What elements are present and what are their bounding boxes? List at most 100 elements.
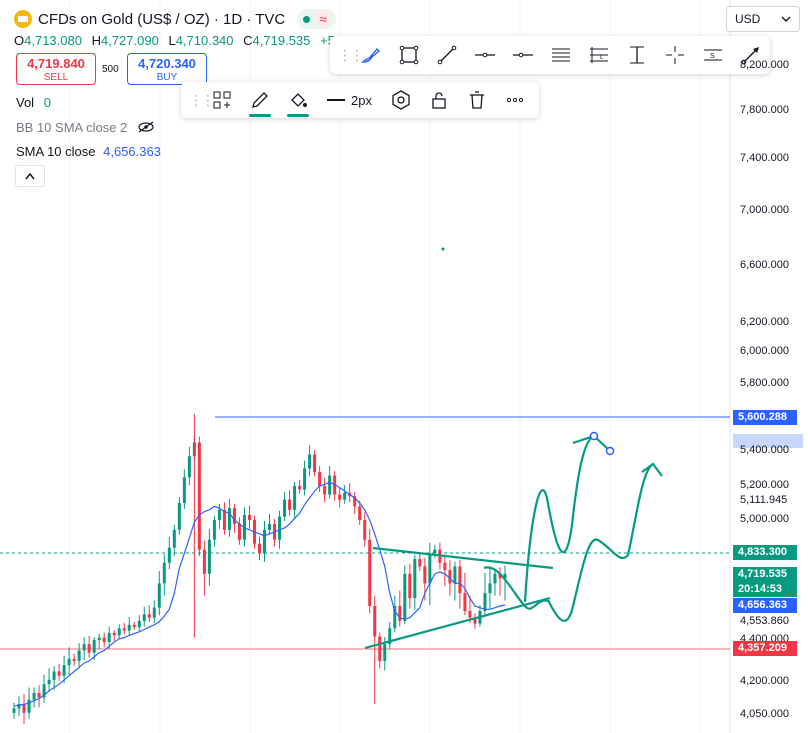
candle[interactable] [408, 573, 412, 599]
candle[interactable] [122, 628, 126, 631]
candle[interactable] [328, 475, 332, 495]
grip-icon[interactable]: ⋮⋮ [338, 47, 364, 63]
candle[interactable] [423, 566, 427, 584]
candle[interactable] [263, 529, 267, 554]
candle[interactable] [32, 693, 36, 700]
candle[interactable] [117, 628, 121, 636]
candle[interactable] [398, 606, 402, 621]
candle[interactable] [57, 671, 61, 676]
legend-bollinger[interactable]: BB 10 SMA close 2 [16, 120, 155, 135]
candle[interactable] [318, 472, 322, 486]
candle[interactable] [363, 520, 367, 540]
candle[interactable] [37, 693, 41, 698]
symbol-header[interactable]: CFDs on Gold (US$ / OZ) · 1D · TVC ≈ [14, 9, 336, 29]
candle[interactable] [388, 628, 392, 645]
candle[interactable] [162, 562, 166, 584]
candle[interactable] [413, 559, 417, 599]
candle[interactable] [283, 499, 287, 517]
trend-line-icon[interactable] [436, 44, 458, 66]
candle[interactable] [483, 593, 487, 611]
projection-path-alt-tip[interactable] [641, 463, 654, 473]
candle[interactable] [428, 553, 432, 584]
candle[interactable] [127, 624, 131, 631]
candle[interactable] [383, 644, 387, 661]
candle[interactable] [373, 606, 377, 637]
candle[interactable] [22, 704, 26, 713]
collapse-legend-button[interactable] [15, 165, 45, 187]
candle[interactable] [313, 454, 317, 473]
brush-icon[interactable] [360, 44, 382, 66]
candle[interactable] [142, 614, 146, 621]
candle[interactable] [333, 475, 337, 495]
projection-path-bull[interactable] [523, 434, 611, 603]
candle[interactable] [448, 570, 452, 584]
candle[interactable] [227, 508, 231, 530]
candle[interactable] [202, 549, 206, 574]
candle[interactable] [403, 573, 407, 621]
candle[interactable] [27, 699, 31, 713]
legend-volume[interactable]: Vol 0 [16, 95, 51, 110]
candle[interactable] [97, 637, 101, 640]
horizontal-line-icon[interactable] [474, 44, 496, 66]
candle[interactable] [147, 614, 151, 618]
candle[interactable] [468, 611, 472, 618]
candle[interactable] [473, 617, 477, 624]
legend-sma[interactable]: SMA 10 close 4,656.363 [16, 144, 161, 159]
price-tag-up[interactable]: 4,719.535 [733, 567, 797, 582]
candle[interactable] [172, 529, 176, 548]
grip-icon[interactable]: ⋮⋮ [189, 92, 215, 108]
candle[interactable] [418, 559, 422, 567]
candle[interactable] [67, 658, 71, 666]
candle[interactable] [177, 503, 181, 530]
projection-path-alt[interactable] [547, 462, 663, 622]
candle[interactable] [222, 509, 226, 530]
eye-hidden-icon[interactable] [137, 121, 155, 133]
candle[interactable] [87, 644, 91, 653]
candle[interactable] [443, 562, 447, 571]
projection-path-short[interactable] [483, 566, 549, 610]
candle[interactable] [157, 583, 161, 608]
candle[interactable] [453, 566, 457, 584]
candle[interactable] [92, 640, 96, 653]
candle[interactable] [258, 543, 261, 554]
triangle-lower-line[interactable] [364, 596, 551, 650]
candle[interactable] [498, 573, 502, 579]
trash-icon[interactable] [466, 89, 488, 111]
currency-select[interactable]: USD [726, 6, 800, 32]
candle[interactable] [212, 520, 216, 540]
candle[interactable] [217, 509, 221, 520]
candle[interactable] [182, 477, 186, 504]
line-width-label[interactable]: 2px [351, 92, 372, 108]
buy-button[interactable]: 4,720.340 BUY [127, 53, 207, 85]
candle[interactable] [303, 468, 307, 490]
candle[interactable] [72, 658, 76, 661]
rectangle-icon[interactable] [398, 44, 420, 66]
candle[interactable] [62, 665, 66, 676]
sma-line[interactable] [13, 481, 506, 707]
market-status-badge[interactable]: ≈ [297, 9, 336, 29]
horizontal-ray-icon[interactable] [512, 44, 534, 66]
candle[interactable] [393, 606, 397, 629]
price-tag-countdown[interactable]: 20:14:53 [733, 582, 797, 597]
candle[interactable] [17, 704, 21, 709]
candle[interactable] [358, 506, 362, 520]
candle[interactable] [102, 637, 106, 643]
candle[interactable] [353, 496, 357, 507]
candle[interactable] [42, 684, 46, 698]
candle[interactable] [187, 456, 191, 478]
candle[interactable] [278, 516, 282, 540]
candle[interactable] [298, 486, 302, 490]
candle[interactable] [288, 499, 292, 510]
candle[interactable] [47, 679, 51, 685]
candle[interactable] [137, 621, 141, 628]
candle[interactable] [503, 573, 507, 579]
candle[interactable] [207, 539, 211, 574]
candle[interactable] [433, 549, 437, 554]
candle[interactable] [232, 508, 236, 524]
triangle-upper-line[interactable] [372, 546, 554, 570]
parallel-channel-icon[interactable] [550, 44, 572, 66]
candle[interactable] [268, 523, 272, 530]
candle[interactable] [338, 494, 342, 500]
candle[interactable] [247, 514, 251, 520]
